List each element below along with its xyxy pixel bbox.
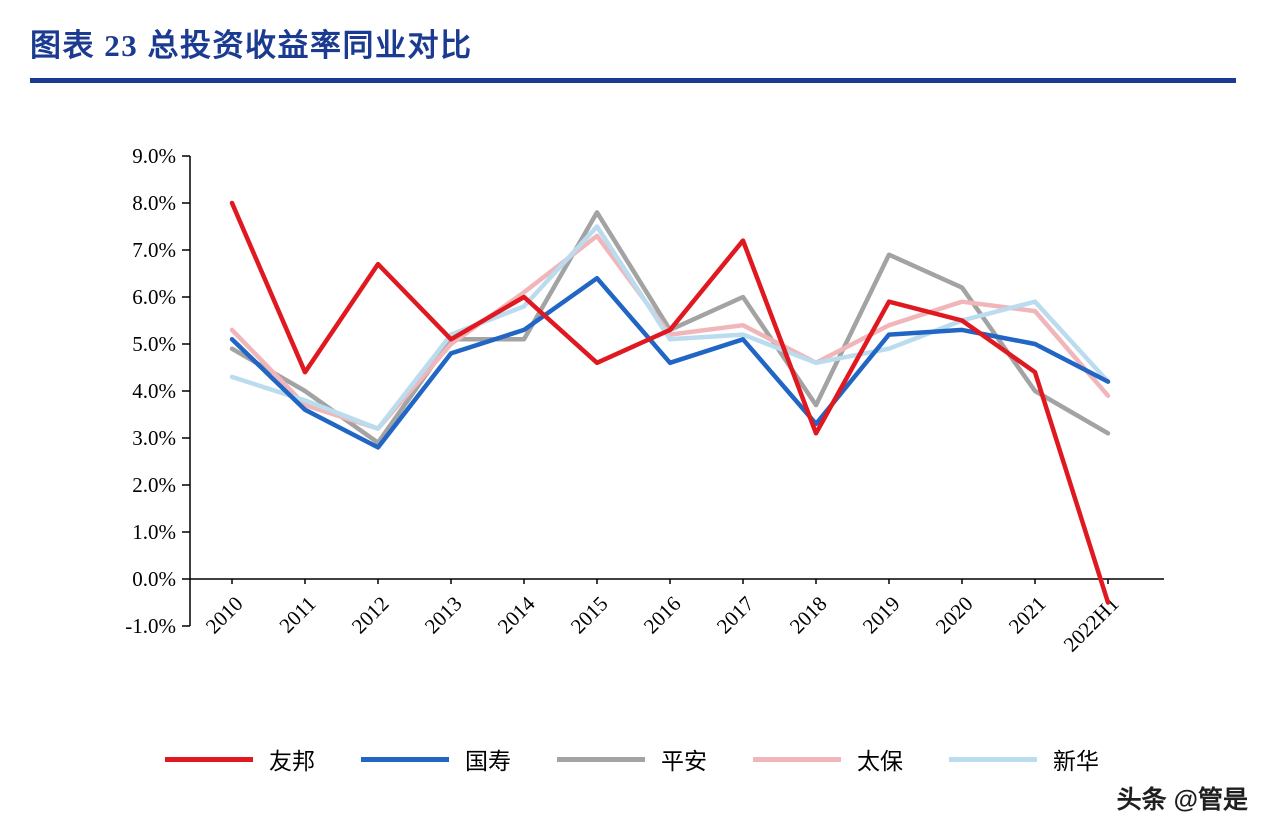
x-axis-label: 2014	[493, 591, 540, 638]
x-axis-label: 2020	[931, 592, 978, 639]
x-axis-label: 2022H1	[1059, 592, 1124, 657]
x-axis-label: 2015	[566, 592, 613, 639]
legend-item-0: 友邦	[165, 742, 315, 776]
x-axis-label: 2010	[201, 592, 248, 639]
legend-item-1: 国寿	[361, 742, 511, 776]
y-axis-label: 7.0%	[132, 238, 176, 262]
y-axis-label: 5.0%	[132, 332, 176, 356]
legend-label-3: 太保	[857, 749, 903, 774]
x-axis-label: 2013	[420, 592, 467, 639]
y-axis-label: -1.0%	[125, 614, 176, 638]
series-line-1	[229, 275, 1111, 450]
y-axis-label: 0.0%	[132, 567, 176, 591]
legend-label-1: 国寿	[465, 749, 511, 774]
x-axis-label: 2019	[858, 592, 905, 639]
chart-header: 图表 23 总投资收益率同业对比	[30, 20, 1236, 83]
legend-item-3: 太保	[753, 742, 903, 776]
y-axis-label: 1.0%	[132, 520, 176, 544]
legend-item-4: 新华	[949, 742, 1099, 776]
y-axis-label: 9.0%	[132, 144, 176, 168]
watermark: 头条 @管是	[1116, 786, 1248, 814]
y-axis-label: 3.0%	[132, 426, 176, 450]
y-axis-label: 4.0%	[132, 379, 176, 403]
legend-swatch-2	[557, 756, 645, 762]
chart-title: 图表 23 总投资收益率同业对比	[30, 28, 473, 63]
legend-swatch-0	[165, 756, 253, 762]
x-axis-label: 2018	[785, 592, 832, 639]
y-axis-label: 2.0%	[132, 473, 176, 497]
x-axis-label: 2017	[712, 592, 759, 639]
legend-label-0: 友邦	[269, 749, 315, 774]
x-axis-label: 2012	[347, 592, 394, 639]
x-axis-label: 2021	[1004, 592, 1051, 639]
legend-swatch-1	[361, 756, 449, 762]
legend-label-2: 平安	[661, 749, 707, 774]
x-axis-label: 2011	[274, 592, 320, 638]
legend-swatch-4	[949, 756, 1037, 762]
legend-swatch-3	[753, 756, 841, 762]
y-axis-label: 6.0%	[132, 285, 176, 309]
legend-label-4: 新华	[1053, 749, 1099, 774]
title-underline	[30, 78, 1236, 83]
x-axis-label: 2016	[639, 592, 686, 639]
series-line-0	[229, 200, 1111, 605]
legend-item-2: 平安	[557, 742, 707, 776]
chart-legend: 友邦 国寿 平安 太保 新华	[0, 742, 1264, 776]
y-axis-label: 8.0%	[132, 191, 176, 215]
